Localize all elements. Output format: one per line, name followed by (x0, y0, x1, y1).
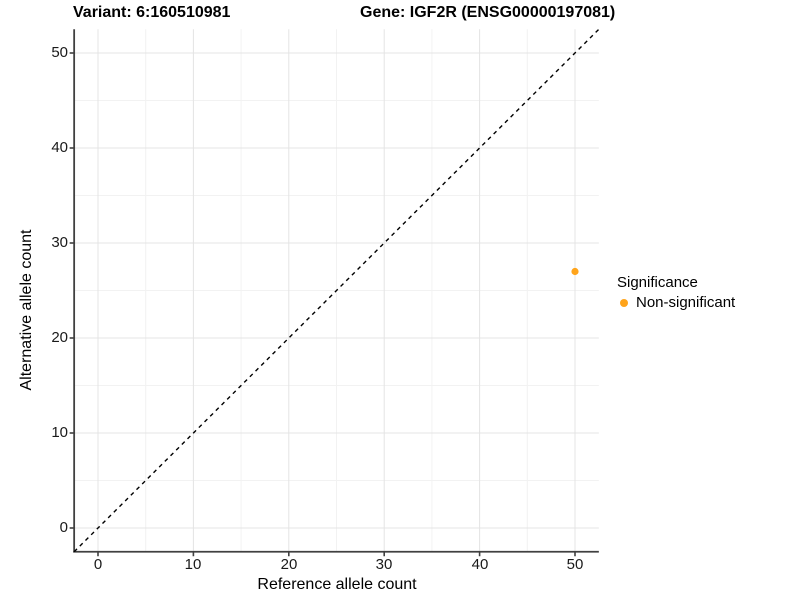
legend-item: Non-significant (617, 293, 735, 312)
gridlines-minor (74, 29, 599, 552)
x-tick-label: 40 (471, 556, 489, 573)
legend-item-label: Non-significant (636, 294, 736, 311)
x-tick-label: 50 (566, 556, 584, 573)
y-tick-label: 30 (51, 234, 68, 251)
x-tick-label: 30 (375, 556, 393, 573)
gridlines-major (74, 29, 599, 552)
data-point (571, 267, 579, 276)
legend: Significance Non-significant (617, 273, 735, 312)
legend-title: Significance (617, 274, 698, 291)
y-tick-label: 20 (51, 329, 68, 346)
x-tick-label: 10 (184, 556, 202, 573)
variant-title: Variant: 6:160510981 (73, 4, 231, 21)
y-tick-label: 0 (59, 519, 68, 536)
gene-title: Gene: IGF2R (ENSG00000197081) (360, 4, 616, 21)
x-tick-label: 0 (93, 556, 103, 573)
legend-point-icon (620, 299, 628, 307)
x-axis-title: Reference allele count (257, 576, 417, 593)
data-points (571, 267, 579, 276)
y-tick-label: 40 (51, 139, 68, 156)
identity-line (73, 28, 600, 553)
y-tick-label: 50 (51, 44, 68, 61)
y-axis-title: Alternative allele count (18, 229, 35, 391)
y-tick-label: 10 (51, 424, 68, 441)
x-tick-label: 20 (280, 556, 298, 573)
